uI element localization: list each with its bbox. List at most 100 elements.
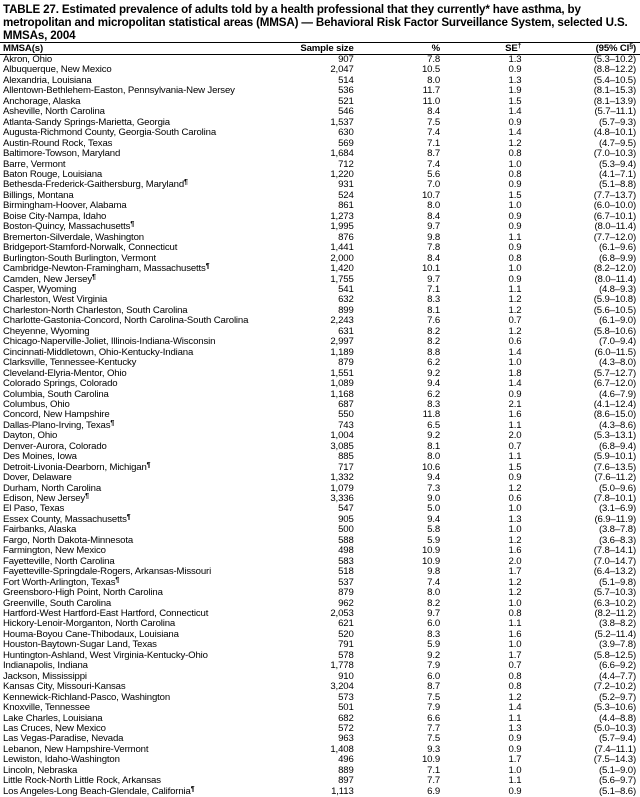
header-ci-close: ) bbox=[633, 43, 636, 54]
ci-cell: (5.6–9.7) bbox=[521, 776, 640, 786]
table-row: Allentown-Bethlehem-Easton, Pennsylvania… bbox=[0, 86, 640, 96]
mmsa-name: Farmington, New Mexico bbox=[3, 545, 106, 556]
mmsa-name: Albuquerque, New Mexico bbox=[3, 64, 112, 75]
mmsa-name: Edison, New Jersey bbox=[3, 493, 85, 504]
mmsa-name: Lincoln, Nebraska bbox=[3, 765, 77, 776]
mmsa-name: Little Rock-North Little Rock, Arkansas bbox=[3, 775, 161, 786]
mmsa-name: Houston-Baytown-Sugar Land, Texas bbox=[3, 639, 157, 650]
mmsa-name: Dallas-Plano-Irving, Texas bbox=[3, 420, 110, 431]
mmsa-name: Anchorage, Alaska bbox=[3, 96, 80, 107]
mmsa-name: Colorado Springs, Colorado bbox=[3, 378, 118, 389]
sample-size-cell: 1,684 bbox=[276, 149, 353, 159]
percent-cell: 7.9 bbox=[354, 703, 440, 713]
mmsa-name: Austin-Round Rock, Texas bbox=[3, 138, 112, 149]
header-se-footnote-mark: † bbox=[518, 43, 522, 50]
sample-size-cell: 501 bbox=[276, 703, 353, 713]
mmsa-name: Detroit-Livonia-Dearborn, Michigan bbox=[3, 462, 147, 473]
percent-cell: 9.4 bbox=[354, 473, 440, 483]
footnote-mark: ¶ bbox=[191, 786, 195, 793]
mmsa-name: Bremerton-Silverdale, Washington bbox=[3, 232, 144, 243]
mmsa-name: Bridgeport-Stamford-Norwalk, Connecticut bbox=[3, 242, 177, 253]
mmsa-name: Essex County, Massachusetts bbox=[3, 514, 127, 525]
footnote-mark: ¶ bbox=[85, 493, 89, 500]
table-row: Bethesda-Frederick-Gaithersburg, Marylan… bbox=[0, 180, 640, 190]
mmsa-name: Birmingham-Hoover, Alabama bbox=[3, 200, 127, 211]
mmsa-name: Burlington-South Burlington, Vermont bbox=[3, 253, 156, 264]
header-row: MMSA(s) Sample size % SE† (95% CI§) bbox=[0, 43, 640, 55]
mmsa-name: Hickory-Lenoir-Morganton, North Carolina bbox=[3, 618, 175, 629]
footnote-mark: ¶ bbox=[130, 221, 134, 228]
ci-cell: (7.0–10.3) bbox=[521, 149, 640, 159]
mmsa-name: Cincinnati-Middletown, Ohio-Kentucky-Ind… bbox=[3, 347, 193, 358]
mmsa-name: Fayetteville-Springdale-Rogers, Arkansas… bbox=[3, 566, 211, 577]
mmsa-name: Dover, Delaware bbox=[3, 472, 72, 483]
table-row: Charlotte-Gastonia-Concord, North Caroli… bbox=[0, 316, 640, 326]
se-cell: 0.9 bbox=[440, 473, 521, 483]
footnote-mark: ¶ bbox=[110, 420, 114, 427]
mmsa-name: Baton Rouge, Louisiana bbox=[3, 169, 102, 180]
table-row: Los Angeles-Long Beach-Glendale, Califor… bbox=[0, 787, 640, 797]
percent-cell: 6.9 bbox=[354, 787, 440, 797]
percent-cell: 8.7 bbox=[354, 149, 440, 159]
mmsa-name: Kennewick-Richland-Pasco, Washington bbox=[3, 692, 170, 703]
sample-size-cell: 1,089 bbox=[276, 379, 353, 389]
mmsa-name: Dayton, Ohio bbox=[3, 430, 57, 441]
mmsa-name: Atlanta-Sandy Springs-Marietta, Georgia bbox=[3, 117, 170, 128]
percent-cell: 8.0 bbox=[354, 588, 440, 598]
percent-cell: 7.7 bbox=[354, 776, 440, 786]
table-row: Huntington-Ashland, West Virginia-Kentuc… bbox=[0, 651, 640, 661]
mmsa-name: Knoxville, Tennessee bbox=[3, 702, 90, 713]
mmsa-name: Las Vegas-Paradise, Nevada bbox=[3, 733, 123, 744]
mmsa-name: Denver-Aurora, Colorado bbox=[3, 441, 107, 452]
footnote-mark: ¶ bbox=[115, 577, 119, 584]
mmsa-name: Baltimore-Towson, Maryland bbox=[3, 148, 120, 159]
sample-size-cell: 897 bbox=[276, 776, 353, 786]
mmsa-name: Cambridge-Newton-Framingham, Massachuset… bbox=[3, 263, 206, 274]
ci-cell: (5.1–8.6) bbox=[521, 787, 640, 797]
mmsa-name: Barre, Vermont bbox=[3, 159, 65, 170]
mmsa-name: Columbus, Ohio bbox=[3, 399, 70, 410]
mmsa-name: Fargo, North Dakota-Minnesota bbox=[3, 535, 133, 546]
mmsa-name: Houma-Boyou Cane-Thibodaux, Louisiana bbox=[3, 629, 179, 640]
mmsa-name: Kansas City, Missouri-Kansas bbox=[3, 681, 126, 692]
mmsa-name: Concord, New Hampshire bbox=[3, 409, 110, 420]
mmsa-name: Fayetteville, North Carolina bbox=[3, 556, 115, 567]
header-se: SE† bbox=[440, 43, 521, 55]
mmsa-name: Camden, New Jersey bbox=[3, 274, 92, 285]
footnote-mark: ¶ bbox=[147, 462, 151, 469]
footnote-mark: ¶ bbox=[92, 274, 96, 281]
mmsa-name: Clarksville, Tennessee-Kentucky bbox=[3, 357, 136, 368]
mmsa-name: Jackson, Mississippi bbox=[3, 671, 87, 682]
se-cell: 1.2 bbox=[440, 588, 521, 598]
ci-cell: (6.7–12.0) bbox=[521, 379, 640, 389]
ci-cell: (8.2–12.0) bbox=[521, 264, 640, 274]
mmsa-name: Cleveland-Elyria-Mentor, Ohio bbox=[3, 368, 127, 379]
mmsa-name: Charlotte-Gastonia-Concord, North Caroli… bbox=[3, 315, 248, 326]
mmsa-name: Augusta-Richmond County, Georgia-South C… bbox=[3, 127, 216, 138]
mmsa-name: Las Cruces, New Mexico bbox=[3, 723, 106, 734]
mmsa-name: Fairbanks, Alaska bbox=[3, 524, 76, 535]
percent-cell: 9.4 bbox=[354, 379, 440, 389]
se-cell: 0.9 bbox=[440, 787, 521, 797]
mmsa-name: Boston-Quincy, Massachusetts bbox=[3, 221, 130, 232]
table-title: TABLE 27. Estimated prevalence of adults… bbox=[0, 0, 640, 42]
se-cell: 0.8 bbox=[440, 149, 521, 159]
table-row: Cambridge-Newton-Framingham, Massachuset… bbox=[0, 264, 640, 274]
mmsa-cell: Los Angeles-Long Beach-Glendale, Califor… bbox=[0, 787, 276, 797]
mmsa-name: Columbia, South Carolina bbox=[3, 389, 109, 400]
mmsa-name: Alexandria, Louisiana bbox=[3, 75, 92, 86]
ci-cell: (5.3–10.6) bbox=[521, 703, 640, 713]
mmsa-name: Lewiston, Idaho-Washington bbox=[3, 754, 120, 765]
mmsa-name: Charleston-North Charleston, South Carol… bbox=[3, 305, 187, 316]
